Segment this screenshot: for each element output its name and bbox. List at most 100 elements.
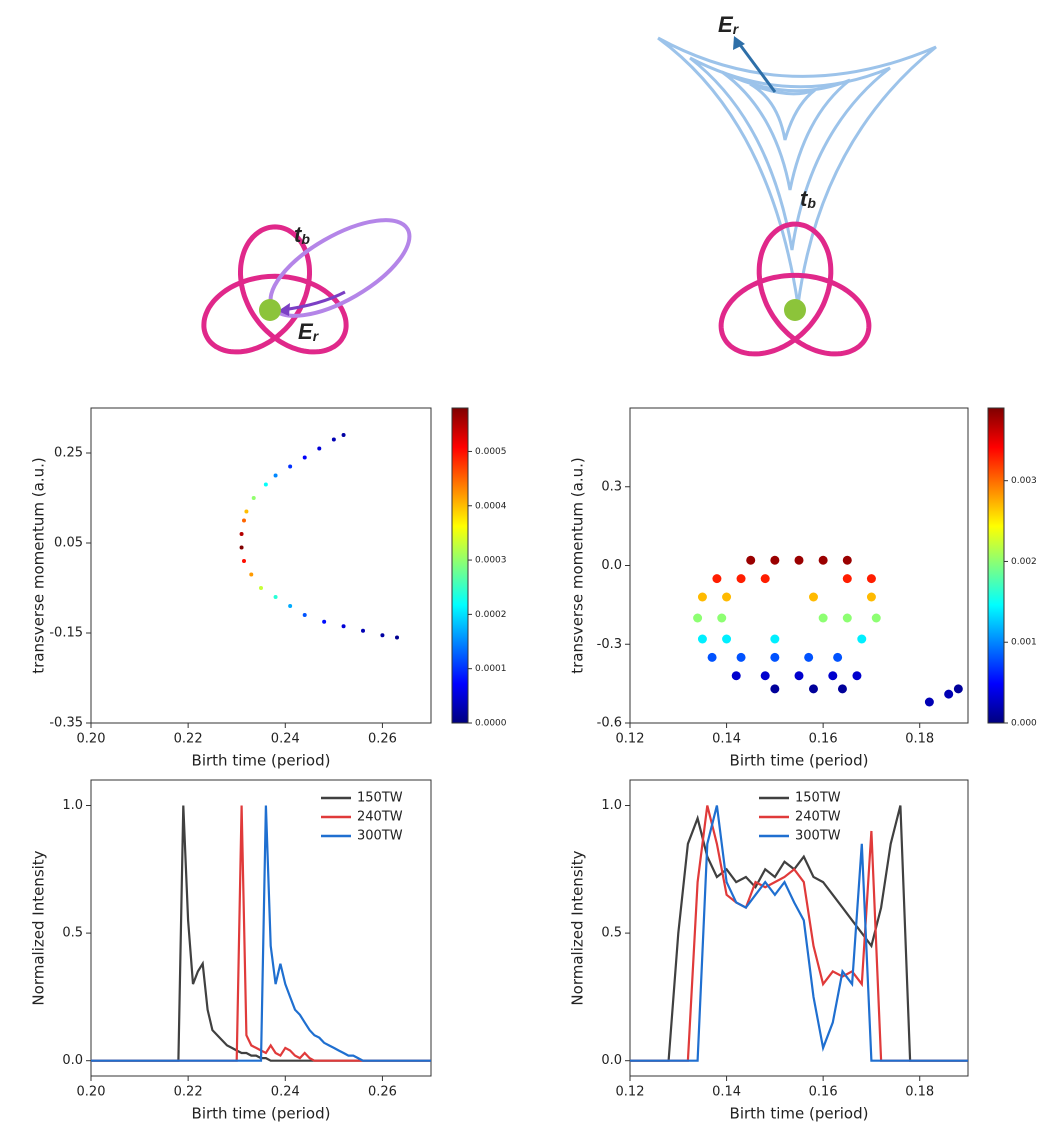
point bbox=[760, 671, 770, 681]
legend-label: 150TW bbox=[357, 791, 403, 806]
colorbar-tick-label: 0.0001 bbox=[475, 664, 507, 674]
point bbox=[341, 624, 346, 629]
series-line bbox=[630, 805, 968, 1062]
point bbox=[871, 613, 881, 623]
colorbar-tick-label: 0.0004 bbox=[475, 501, 507, 511]
y-axis-label: Normalized Intensity bbox=[569, 850, 587, 1005]
colorbar-tick-label: 0.003 bbox=[1011, 476, 1037, 486]
point bbox=[242, 559, 246, 563]
trajectory bbox=[657, 36, 937, 306]
x-tick-label: 0.14 bbox=[712, 732, 741, 747]
trajectory bbox=[721, 70, 851, 191]
diagram-label: Er bbox=[298, 319, 320, 344]
point bbox=[242, 518, 246, 523]
plot-frame bbox=[629, 779, 969, 1077]
point bbox=[322, 619, 327, 624]
point bbox=[288, 464, 293, 469]
plot-frame bbox=[90, 779, 432, 1077]
point bbox=[263, 482, 268, 487]
point bbox=[288, 604, 293, 608]
plot-frame bbox=[90, 407, 432, 724]
y-tick-label: 0.3 bbox=[601, 479, 622, 494]
point bbox=[736, 574, 746, 584]
colorbar-tick-label: 0.001 bbox=[1011, 638, 1037, 648]
x-tick-label: 0.18 bbox=[905, 732, 934, 747]
point bbox=[770, 684, 780, 694]
point bbox=[808, 592, 818, 602]
orbit bbox=[201, 224, 349, 355]
point bbox=[857, 634, 867, 644]
x-tick-label: 0.26 bbox=[368, 732, 397, 747]
right-diagram: Er tb bbox=[657, 12, 937, 357]
left-diagram: tb Er bbox=[201, 218, 412, 355]
point bbox=[697, 592, 707, 602]
diagram-label: tb bbox=[294, 222, 310, 247]
point bbox=[770, 634, 780, 644]
point bbox=[302, 613, 307, 617]
colorbar bbox=[987, 407, 1005, 724]
legend-label: 300TW bbox=[357, 829, 403, 844]
point bbox=[842, 574, 852, 584]
point bbox=[833, 652, 843, 662]
arrow-head bbox=[733, 36, 745, 50]
point bbox=[239, 545, 244, 550]
point bbox=[331, 437, 336, 442]
x-tick-label: 0.16 bbox=[809, 732, 838, 747]
point bbox=[746, 555, 756, 565]
x-tick-label: 0.24 bbox=[271, 1085, 300, 1100]
point bbox=[837, 684, 847, 694]
colorbar bbox=[451, 407, 469, 724]
point bbox=[736, 652, 746, 662]
x-tick-label: 0.18 bbox=[905, 1085, 934, 1100]
x-tick-label: 0.22 bbox=[174, 1085, 203, 1100]
x-tick-label: 0.22 bbox=[174, 732, 203, 747]
y-tick-label: 0.5 bbox=[62, 926, 83, 941]
legend-label: 300TW bbox=[795, 829, 841, 844]
point bbox=[341, 433, 346, 437]
point bbox=[866, 574, 876, 584]
point bbox=[302, 455, 307, 460]
legend-label: 240TW bbox=[357, 810, 403, 825]
colorbar-tick-label: 0.0002 bbox=[475, 610, 507, 620]
point bbox=[317, 446, 322, 451]
point bbox=[804, 652, 814, 662]
point bbox=[722, 592, 732, 602]
arrow bbox=[736, 41, 777, 93]
y-tick-label: 1.0 bbox=[601, 798, 622, 813]
series-line bbox=[91, 805, 431, 1062]
point bbox=[770, 652, 780, 662]
y-tick-label: 0.5 bbox=[601, 926, 622, 941]
x-axis-label: Birth time (period) bbox=[730, 752, 869, 770]
series-line bbox=[630, 805, 968, 1062]
point bbox=[722, 634, 732, 644]
x-tick-label: 0.12 bbox=[616, 732, 645, 747]
series-line bbox=[630, 805, 968, 1062]
point bbox=[866, 592, 876, 602]
point bbox=[697, 634, 707, 644]
y-tick-label: 0.05 bbox=[54, 536, 83, 551]
y-tick-label: 1.0 bbox=[62, 798, 83, 813]
y-tick-label: -0.6 bbox=[597, 716, 622, 731]
point bbox=[828, 671, 838, 681]
nucleus bbox=[259, 299, 281, 321]
y-axis-label: Normalized Intensity bbox=[30, 850, 48, 1005]
point bbox=[251, 496, 256, 500]
colorbar-tick-label: 0.002 bbox=[1011, 557, 1037, 567]
legend-label: 150TW bbox=[795, 791, 841, 806]
x-tick-label: 0.14 bbox=[712, 1085, 741, 1100]
legend-label: 240TW bbox=[795, 810, 841, 825]
point bbox=[842, 555, 852, 565]
point bbox=[760, 574, 770, 584]
y-tick-label: 0.0 bbox=[62, 1053, 83, 1068]
colorbar-tick-label: 0.000 bbox=[1011, 719, 1037, 729]
point bbox=[924, 697, 934, 707]
y-tick-label: 0.25 bbox=[54, 446, 83, 461]
y-axis-label: transverse momentum (a.u.) bbox=[569, 457, 587, 674]
point bbox=[953, 684, 963, 694]
point bbox=[731, 671, 741, 681]
x-tick-label: 0.16 bbox=[809, 1085, 838, 1100]
point bbox=[249, 572, 254, 577]
x-tick-label: 0.12 bbox=[616, 1085, 645, 1100]
trajectory bbox=[689, 56, 891, 251]
